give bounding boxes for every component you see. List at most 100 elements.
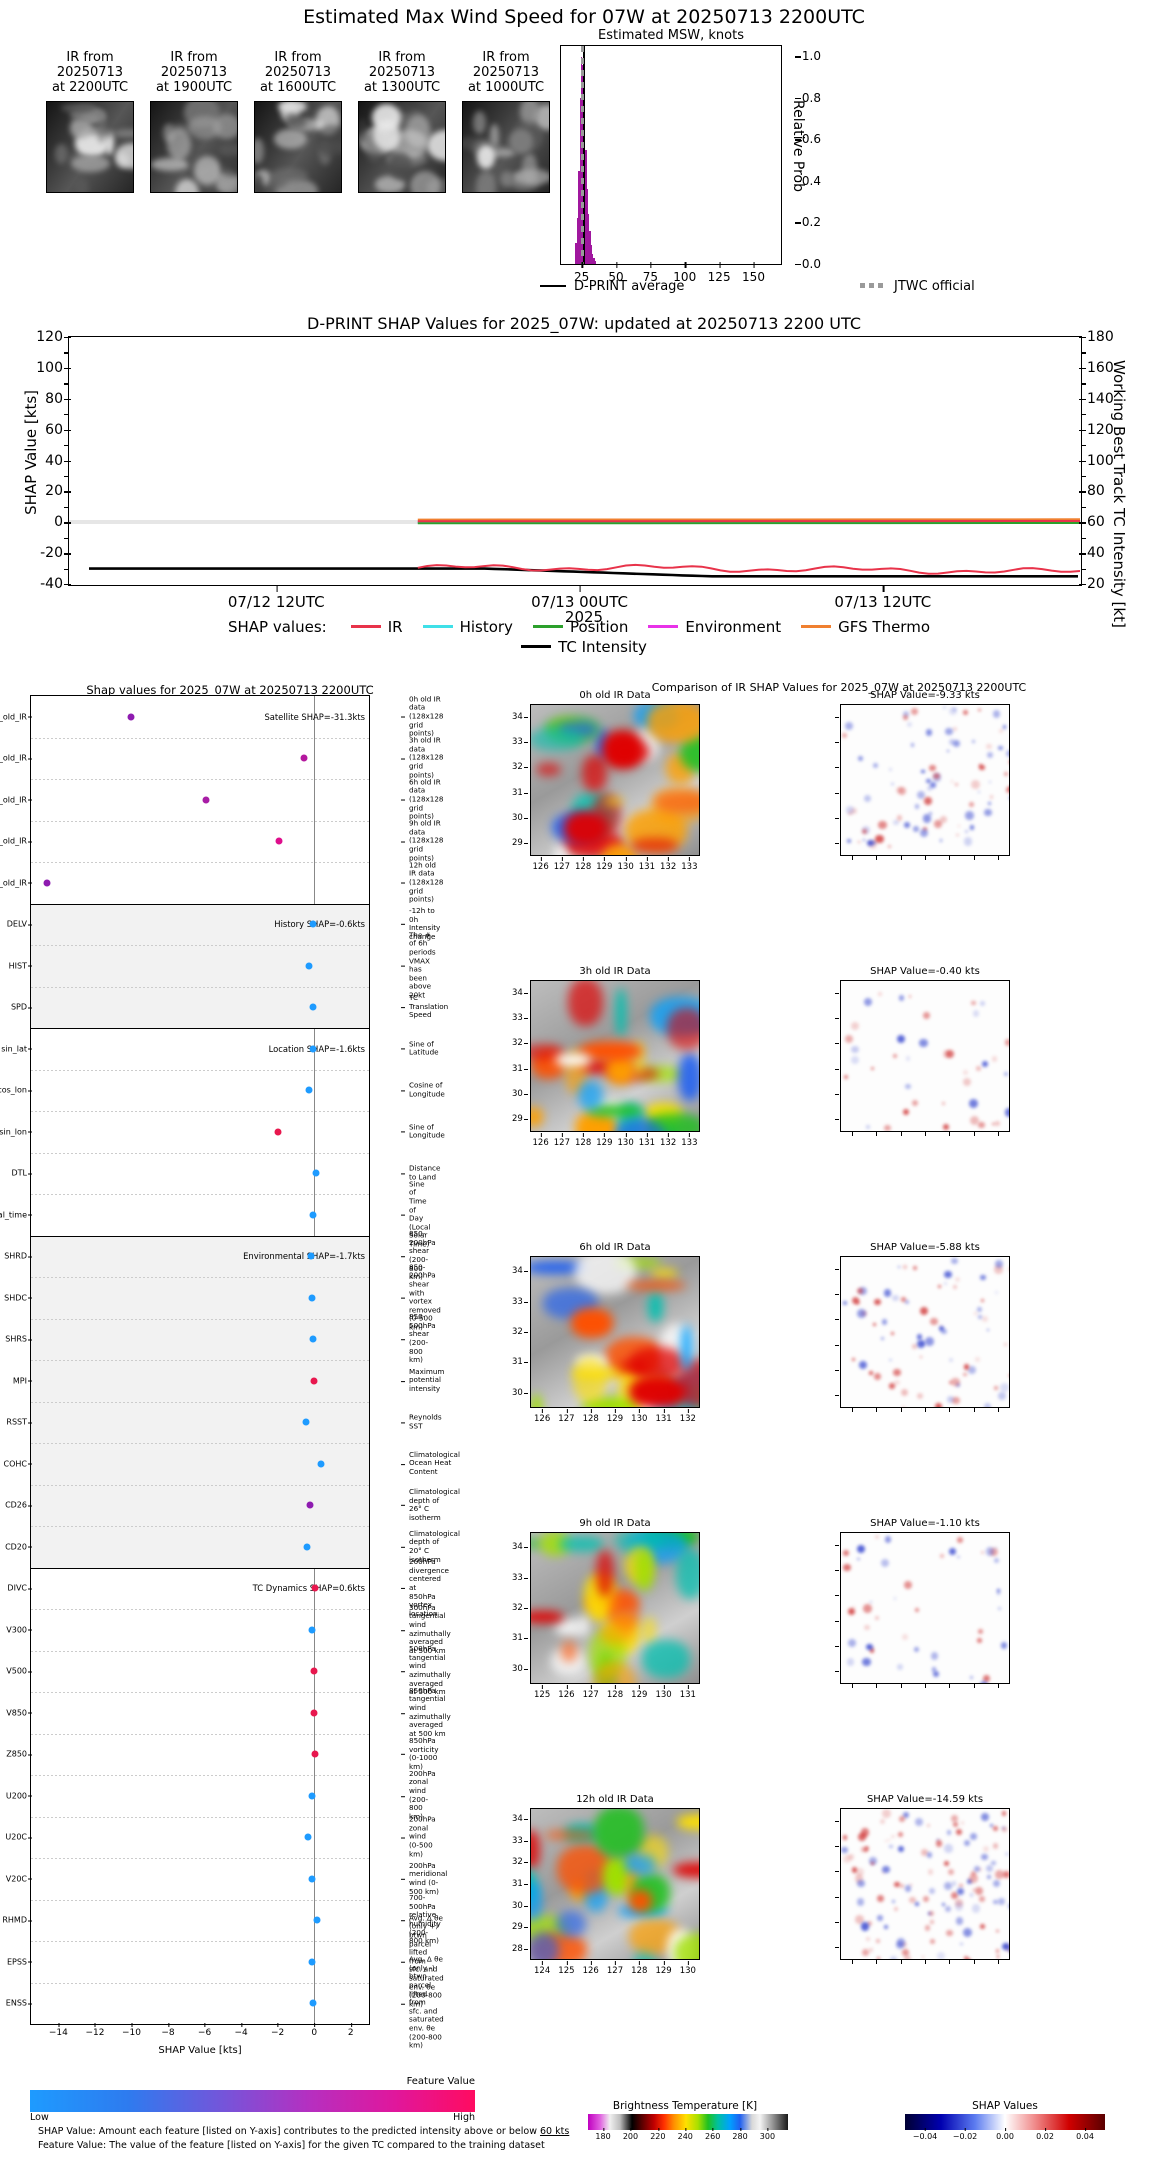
shap-map-x-tick [876, 1132, 878, 1136]
ir-shap-map [840, 980, 1010, 1132]
ir-x-tick: 133 [681, 857, 697, 872]
histogram-bar [590, 245, 593, 264]
beeswarm-x-tick: −14 [49, 2023, 68, 2038]
brightness-temperature-colorbar-title: Brightness Temperature [K] [612, 2100, 758, 2112]
histogram-x-tick: 100 [673, 262, 696, 284]
beeswarm-x-tick: −6 [198, 2023, 211, 2038]
beeswarm-gridline [31, 986, 369, 988]
shap-values-colorbar [905, 2114, 1105, 2130]
ir-y-tick: 34 [512, 1266, 528, 1276]
beeswarm-gridline [31, 1194, 369, 1195]
brightness-temp-tick: 260 [705, 2128, 720, 2141]
ir-x-tick: 129 [596, 1133, 612, 1148]
timeseries-y-tick-left: 100 [31, 360, 71, 376]
ir-x-tick: 129 [607, 1409, 623, 1424]
timeseries-legend-row2: TC Intensity [0, 638, 1168, 656]
beeswarm-feature-description: 850hPa vorticity (0-1000 km) [401, 1736, 438, 1771]
beeswarm-feature-description: Sine of Latitude [401, 1039, 439, 1057]
beeswarm-feature-label: SPD [11, 1003, 32, 1012]
timeseries-y-tick-left: 20 [31, 483, 71, 499]
shap-map-y-tick [835, 1846, 839, 1847]
ir-caption-line: IR from [66, 50, 114, 65]
legend-text: Position [569, 618, 629, 636]
shap-map-x-tick [852, 1960, 854, 1964]
timeseries-y-axis-label-right: Working Best Track TC Intensity [kt] [1110, 360, 1128, 628]
shap-map-y-tick [835, 792, 839, 794]
shap-map-x-tick [900, 1408, 902, 1412]
histogram-x-tick: 75 [643, 262, 658, 284]
beeswarm-feature-label: CD20 [5, 1542, 32, 1551]
beeswarm-feature-description: Climatological depth of 20° C isotherm [401, 1529, 460, 1564]
legend-swatch [648, 625, 679, 628]
feature-value-high-label: High [453, 2112, 475, 2123]
shap-map-y-tick [835, 1068, 839, 1070]
comparison-shap-subtitle: SHAP Value=-14.59 kts [866, 1794, 984, 1805]
beeswarm-gridline [31, 1152, 369, 1154]
shap-map-x-tick [973, 1408, 975, 1412]
ir-caption-line: at 1000UTC [467, 80, 545, 95]
ir-thumbnail-strip: IR from 20250713 at 2200UTC IR from 20250713… [36, 50, 556, 250]
beeswarm-feature-description: TC Translation Speed [401, 994, 448, 1020]
shap-map-y-tick [835, 767, 839, 769]
shap-map-y-tick [835, 1896, 839, 1898]
timeseries-minor-tick [64, 352, 69, 354]
comparison-shap-subtitle: SHAP Value=-0.40 kts [870, 966, 980, 977]
ir-y-tick: 33 [512, 737, 528, 747]
shap-timeseries-plot: 120 100 80 60 40 20 0 -20 -40 180 160 140 120 100 80 60… [36, 329, 1113, 611]
caption-shap-value: SHAP Value: Amount each feature [listed … [38, 2126, 569, 2137]
timeseries-y-tick-right: 100 [1079, 453, 1121, 469]
ir-caption-line: 20250713 [56, 65, 124, 80]
beeswarm-gridline [31, 1443, 369, 1444]
feature-value-low-label: Low [30, 2112, 49, 2123]
beeswarm-feature-label: cos_lon [0, 1086, 32, 1095]
legend-swatch [801, 625, 832, 628]
beeswarm-gridline [31, 1692, 369, 1693]
beeswarm-feature-label: ENSS [6, 1999, 32, 2008]
ir-y-tick: 29 [512, 1922, 528, 1932]
shap-map-y-tick [835, 1671, 839, 1673]
ir-y-tick: 31 [512, 1357, 528, 1367]
beeswarm-feature-label: DELV [7, 920, 32, 929]
histogram-title: Estimated MSW, knots [598, 28, 744, 43]
ir-x-tick: 127 [554, 1133, 570, 1148]
ir-thumbnail-caption: IR from 20250713 at 1300UTC [348, 50, 456, 95]
histogram-x-tick: 150 [742, 262, 765, 284]
timeseries-y-tick-right: 20 [1079, 576, 1121, 592]
brightness-temp-tick: 300 [760, 2128, 775, 2141]
histogram-y-tick: 0.0 [794, 257, 821, 271]
beeswarm-point [311, 1584, 319, 1592]
feature-value-colorbar [30, 2090, 475, 2112]
ir-thumbnail-caption: IR from 20250713 at 1600UTC [244, 50, 352, 95]
ir-y-tick: 32 [512, 1327, 528, 1337]
beeswarm-gridline [31, 1858, 369, 1859]
comparison-title: Comparison of IR SHAP Values for 2025_07… [651, 681, 1027, 694]
ir-x-tick: 131 [655, 1409, 672, 1424]
shap-map-x-tick [925, 1408, 926, 1412]
histogram-bar [594, 260, 597, 264]
ir-x-tick: 128 [583, 1409, 599, 1424]
caption-shap-threshold: 60 kts [539, 2126, 570, 2137]
ir-thumbnail-caption: IR from 20250713 at 2200UTC [36, 50, 144, 95]
shap-map-x-tick [973, 1960, 975, 1964]
timeseries-y-tick-left: 120 [31, 329, 71, 345]
brightness-temp-tick: 200 [623, 2128, 638, 2141]
beeswarm-feature-description: Sine of Time of Day (Local Solar Time) [401, 1180, 430, 1249]
beeswarm-feature-description: Maximum potential intensity [401, 1367, 444, 1394]
comparison-shap-subtitle: SHAP Value=-9.33 kts [870, 690, 980, 701]
histogram-x-tick: 25 [574, 262, 589, 284]
beeswarm-group-summary: Satellite SHAP=-31.3kts [264, 711, 365, 722]
beeswarm-point [306, 1501, 314, 1509]
ir-y-tick: 28 [512, 1944, 528, 1954]
beeswarm-point [313, 1916, 321, 1924]
beeswarm-feature-label: SHDC [4, 1293, 32, 1302]
beeswarm-feature-description: Climatological Ocean Heat Content [401, 1450, 460, 1477]
ir-caption-line: at 1900UTC [155, 80, 233, 95]
ir-x-tick: 127 [554, 857, 570, 872]
timeseries-y-tick-left: 40 [31, 453, 71, 469]
beeswarm-gridline [31, 1401, 369, 1403]
beeswarm-feature-description: 850hPa tangential wind azimuthally averag… [401, 1686, 451, 1739]
timeseries-legend-item-tc-intensity: TC Intensity [521, 638, 647, 656]
beeswarm-feature-label: U200 [6, 1791, 32, 1800]
ir-caption-line: at 2200UTC [51, 80, 129, 95]
beeswarm-group-summary: TC Dynamics SHAP=0.6kts [252, 1583, 365, 1594]
